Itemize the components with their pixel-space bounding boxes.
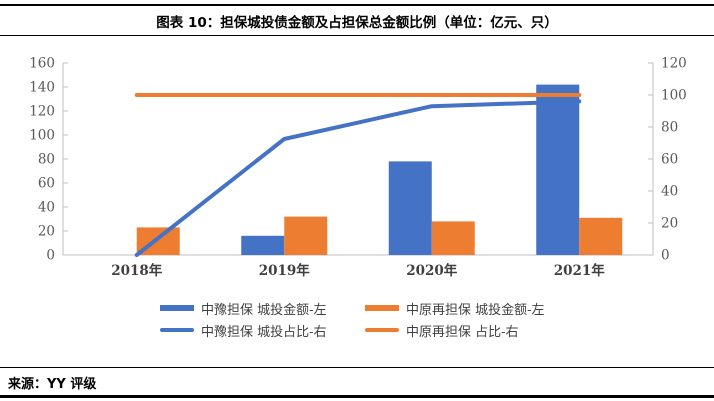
title-rule: [0, 35, 714, 36]
top-rule: [0, 4, 714, 6]
left-axis-tick-label: 160: [29, 56, 55, 72]
legend-item-bar-1: 中原再担保 城投金额-左: [365, 300, 545, 318]
bar-zhongyuanzai-2020年: [431, 221, 475, 255]
legend-label: 中原再担保 占比-右: [406, 324, 519, 340]
left-axis-tick-label: 20: [38, 224, 55, 240]
legend-item-line-0: 中豫担保 城投占比-右: [160, 322, 327, 340]
left-axis-tick-label: 40: [38, 200, 55, 216]
bar-zhongyu-2019年: [241, 235, 285, 255]
right-axis-tick-label: 60: [661, 152, 678, 168]
bar-zhongyu-2021年: [536, 84, 580, 255]
left-axis-tick-label: 140: [29, 80, 55, 96]
right-axis-tick-label: 120: [661, 56, 687, 72]
right-axis-tick-label: 80: [661, 120, 678, 136]
bar-zhongyuanzai-2019年: [284, 216, 328, 255]
legend-line-icon: [365, 328, 399, 332]
legend-label: 中豫担保 城投占比-右: [201, 324, 327, 340]
x-axis-label-2020年: 2020年: [406, 262, 458, 279]
legend-swatch-icon: [160, 305, 194, 311]
legend-item-line-1: 中原再担保 占比-右: [365, 322, 519, 340]
x-axis-label-2021年: 2021年: [554, 262, 606, 279]
legend-line-icon: [160, 328, 194, 332]
left-axis-tick-label: 0: [46, 248, 55, 264]
bar-zhongyu-2020年: [388, 161, 432, 255]
footer-rule: [0, 367, 714, 368]
legend-swatch-icon: [365, 305, 399, 311]
right-axis-tick-label: 100: [661, 88, 687, 104]
line-zhongyu-ratio: [134, 99, 582, 257]
source-note: 来源：YY 评级: [8, 377, 97, 392]
bottom-rule: [0, 395, 714, 398]
figure-title: 图表 10：担保城投债金额及占担保总金额比例（单位：亿元、只）: [156, 15, 558, 31]
legend-item-bar-0: 中豫担保 城投金额-左: [160, 300, 327, 318]
left-axis-tick-label: 60: [38, 176, 55, 192]
right-axis-tick-label: 0: [661, 248, 670, 264]
right-axis-tick-label: 20: [661, 216, 678, 232]
legend-label: 中原再担保 城投金额-左: [406, 302, 545, 318]
right-axis-tick-label: 40: [661, 184, 678, 200]
left-axis-tick-label: 120: [29, 104, 55, 120]
left-axis-tick-label: 100: [29, 128, 55, 144]
x-axis-label-2018年: 2018年: [111, 262, 163, 279]
legend-label: 中豫担保 城投金额-左: [201, 302, 327, 318]
bar-zhongyuanzai-2021年: [579, 217, 623, 255]
left-axis-tick-label: 80: [38, 152, 55, 168]
x-axis-label-2019年: 2019年: [259, 262, 311, 279]
combo-chart: 0 20 40 60 80 100 120 140 160 0 20 40 60 80 100 120 2018…: [29, 56, 687, 280]
